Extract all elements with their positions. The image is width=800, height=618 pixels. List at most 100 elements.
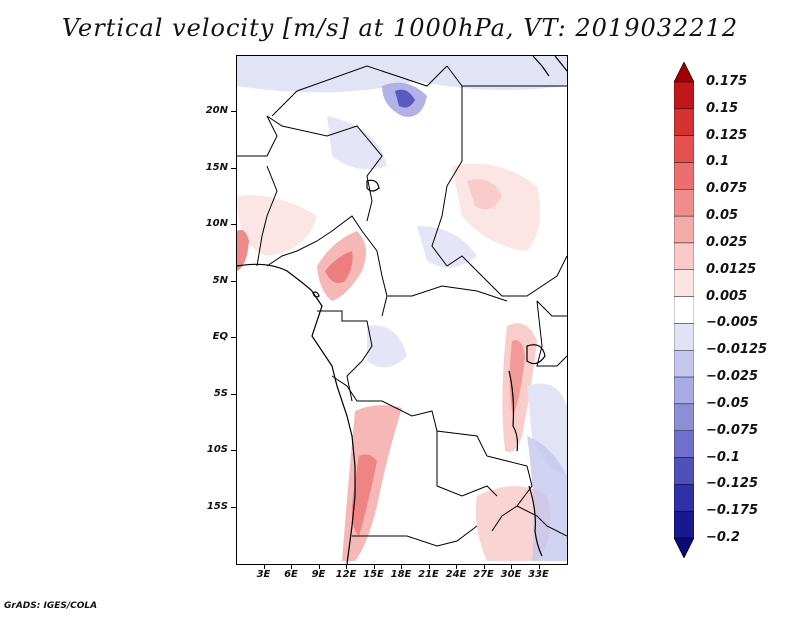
lon-tick-mark — [456, 564, 457, 569]
colorbar-label: −0.025 — [706, 369, 759, 385]
lat-tick-mark — [231, 111, 236, 113]
colorbar-segment — [674, 81, 694, 110]
border-cameroon-car — [361, 230, 388, 317]
lon-tick-mark — [263, 564, 265, 569]
blue-patch-tibesti-core — [395, 89, 415, 108]
colorbar-label: 0.0125 — [706, 261, 757, 277]
border-zambia-east — [486, 455, 533, 532]
lon-tick-label: 18E — [390, 569, 412, 580]
border-uganda-kenya — [536, 300, 567, 367]
island-bioko — [312, 291, 320, 298]
map-canvas — [237, 56, 567, 564]
lat-tick-label: 20N — [205, 105, 228, 117]
red-patch-gulf — [237, 229, 249, 271]
colorbar-segment — [674, 403, 694, 431]
lon-tick-label: 12E — [335, 569, 357, 580]
lat-tick-mark — [231, 450, 236, 452]
colorbar-bottom-triangle — [674, 537, 694, 558]
red-patch-angola-core — [351, 454, 377, 536]
colorbar-segment — [674, 296, 694, 324]
red-patch-south-east — [475, 486, 551, 561]
lat-tick-label: 5S — [213, 387, 228, 399]
lon-tick-mark — [373, 564, 375, 569]
colorbar-segment — [674, 350, 694, 378]
country-borders — [237, 65, 567, 547]
lat-tick-mark — [231, 280, 236, 282]
colorbar-label: −0.075 — [706, 422, 759, 438]
colorbar-segment — [674, 189, 694, 217]
lon-tick-label: 27E — [473, 569, 494, 580]
lon-tick-mark — [401, 564, 402, 569]
border-drc-angola — [331, 375, 488, 457]
red-patch-west-africa — [237, 195, 317, 256]
lake-chad — [366, 179, 380, 192]
coastline-gulf-guinea — [237, 263, 356, 564]
border-nigeria-cameroon — [266, 215, 363, 267]
border-egypt-sudan — [446, 65, 567, 116]
colorbar-top-triangle — [674, 62, 694, 83]
border-gabon-congo — [317, 310, 373, 402]
colorbar-label: 0.005 — [706, 288, 748, 304]
colorbar-segment — [674, 215, 694, 244]
lon-tick-mark — [511, 564, 512, 569]
lat-tick-label: 10N — [205, 218, 228, 230]
lon-tick-label: 21E — [418, 569, 439, 580]
lat-tick-label: 15N — [205, 161, 228, 173]
border-angola-namibia — [352, 525, 478, 547]
colorbar-segment — [674, 376, 694, 405]
colorbar-label: −0.2 — [706, 530, 740, 545]
colorbar-label: −0.125 — [706, 476, 759, 492]
colorbar-label: −0.05 — [706, 395, 749, 411]
colorbar-label: 0.025 — [706, 234, 748, 250]
colorbar-label: 0.05 — [706, 208, 739, 224]
red-patch-sudan-core — [467, 179, 502, 210]
lat-tick-mark — [231, 224, 236, 226]
lon-tick-mark — [318, 564, 320, 569]
lon-tick-label: 9E — [311, 569, 326, 580]
lon-tick-label: 6E — [284, 569, 298, 580]
colorbar-segment — [674, 162, 694, 190]
lon-tick-mark — [428, 564, 430, 569]
colorbar-segment — [674, 457, 694, 485]
map-panel — [236, 55, 568, 565]
colorbar-segment — [674, 510, 694, 539]
colorbar — [674, 62, 694, 558]
colorbar-segment — [674, 135, 694, 163]
blue-patch-east — [527, 436, 567, 561]
lat-tick-label: 5N — [212, 274, 228, 286]
red-patch-sudan — [452, 163, 541, 251]
colorbar-label: −0.0125 — [706, 342, 768, 358]
colorbar-segment — [674, 242, 694, 270]
lon-tick-label: 24E — [445, 569, 467, 580]
colorbar-label: 0.075 — [706, 181, 748, 197]
coastlines — [237, 56, 567, 564]
colorbar-label: 0.15 — [706, 100, 739, 116]
colorbar-segment — [674, 430, 694, 458]
lon-tick-mark — [291, 564, 292, 569]
lon-tick-mark — [346, 564, 347, 569]
vertical-velocity-field — [237, 56, 567, 561]
coastline-red-sea — [532, 56, 567, 77]
blue-patch-central — [417, 226, 477, 268]
colorbar-segment — [674, 269, 694, 297]
lake-tanganyika — [508, 370, 519, 452]
colorbar-segment — [674, 108, 694, 136]
border-sudan-south — [446, 255, 567, 297]
footer-credit: GrADS: IGES/COLA — [4, 601, 98, 611]
lat-tick-label: 15S — [206, 500, 228, 512]
colorbar-label: 0.175 — [706, 74, 748, 89]
colorbar-label: 0.1 — [706, 154, 730, 170]
lon-tick-label: 15E — [363, 569, 384, 580]
blue-patch-tanzania — [527, 383, 567, 476]
border-angola-zambia — [436, 431, 498, 497]
border-car-congo — [387, 285, 508, 302]
map-title: Vertical velocity [m/s] at 1000hPa, VT: … — [61, 14, 739, 42]
lat-tick-mark — [231, 393, 236, 395]
lon-tick-label: 3E — [256, 569, 271, 580]
lake-malawi — [528, 485, 543, 557]
border-libya-chad — [296, 65, 448, 92]
lon-tick-label: 30E — [500, 569, 522, 580]
border-chad-sudan — [431, 116, 463, 267]
lake-victoria — [526, 344, 546, 365]
